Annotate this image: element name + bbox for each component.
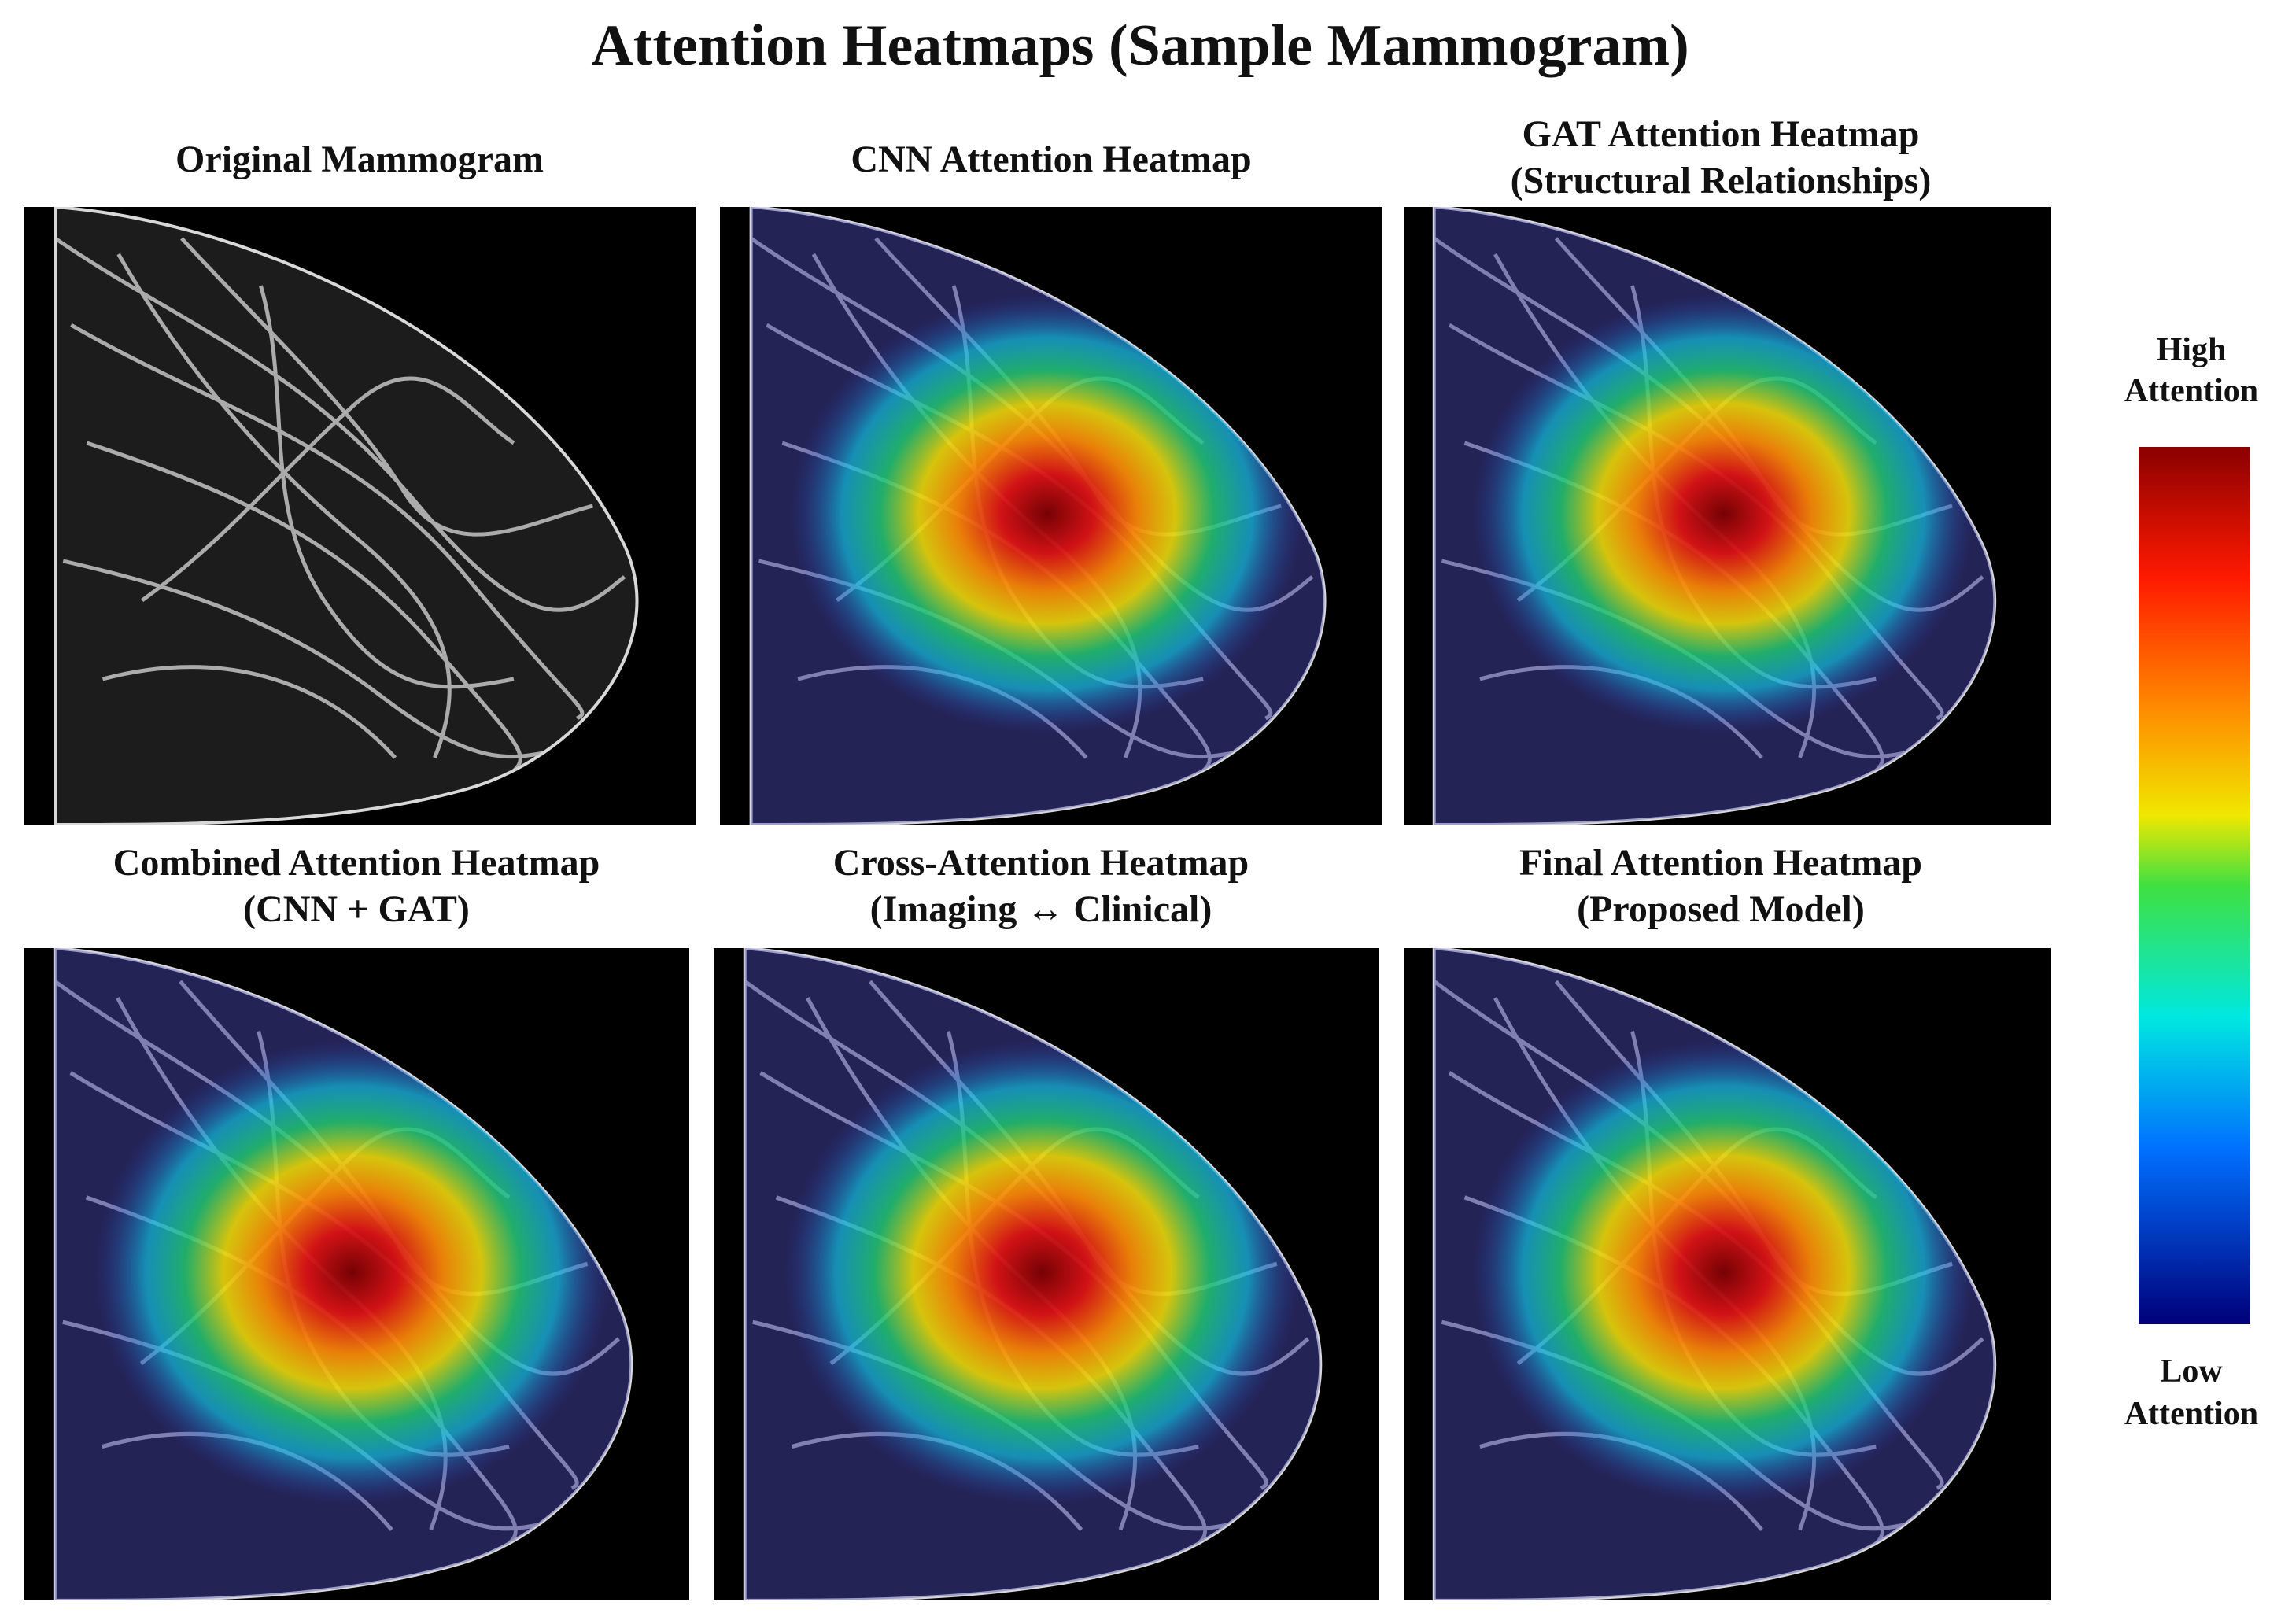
panel-image (1404, 207, 2051, 825)
colorbar (2139, 447, 2250, 1324)
panel-title: (Imaging ↔ Clinical) (870, 888, 1212, 930)
colorbar-label: Low (2160, 1353, 2223, 1390)
panel-title: Cross-Attention Heatmap (833, 842, 1249, 884)
panel-image (720, 207, 1382, 825)
panel-image (24, 207, 696, 825)
colorbar-label: High (2157, 332, 2227, 368)
panel-title: (CNN + GAT) (243, 888, 470, 930)
colorbar-label: Attention (2124, 373, 2258, 409)
panel-title: Combined Attention Heatmap (113, 842, 600, 884)
panel-title: (Proposed Model) (1577, 888, 1865, 930)
panel-title: GAT Attention Heatmap (1523, 113, 1920, 155)
panel-title: Original Mammogram (175, 138, 544, 180)
panel-title: CNN Attention Heatmap (851, 138, 1251, 180)
figure-title: Attention Heatmaps (Sample Mammogram) (591, 13, 1689, 78)
panel-image (714, 948, 1379, 1600)
panel-title: (Structural Relationships) (1511, 160, 1932, 201)
panel-title: Final Attention Heatmap (1519, 842, 1922, 884)
panel-image (1404, 948, 2051, 1600)
panel-image (24, 948, 689, 1600)
colorbar-label: Attention (2124, 1396, 2258, 1432)
